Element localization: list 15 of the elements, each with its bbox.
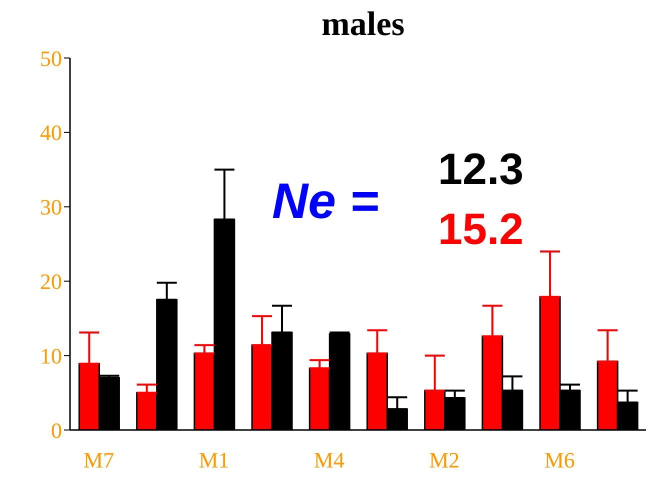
x-tick-label: M1 — [198, 448, 230, 473]
y-tick-label: 0 — [51, 418, 62, 443]
y-tick-label: 40 — [40, 120, 62, 146]
annotation: 12.3 — [438, 145, 524, 195]
x-tick-label: M2 — [429, 448, 460, 473]
y-tick-label: 50 — [40, 46, 62, 71]
x-tick-label: M7 — [84, 448, 114, 473]
y-tick-label: 10 — [40, 343, 62, 368]
annotation: 15.2 — [438, 205, 524, 255]
annotation: Ne = — [272, 172, 380, 230]
y-tick-label: 20 — [40, 269, 62, 294]
x-tick-label: M6 — [544, 448, 575, 473]
chart-title: males — [320, 6, 406, 44]
y-tick-label: 30 — [40, 194, 62, 220]
x-tick-label: M4 — [314, 448, 344, 473]
